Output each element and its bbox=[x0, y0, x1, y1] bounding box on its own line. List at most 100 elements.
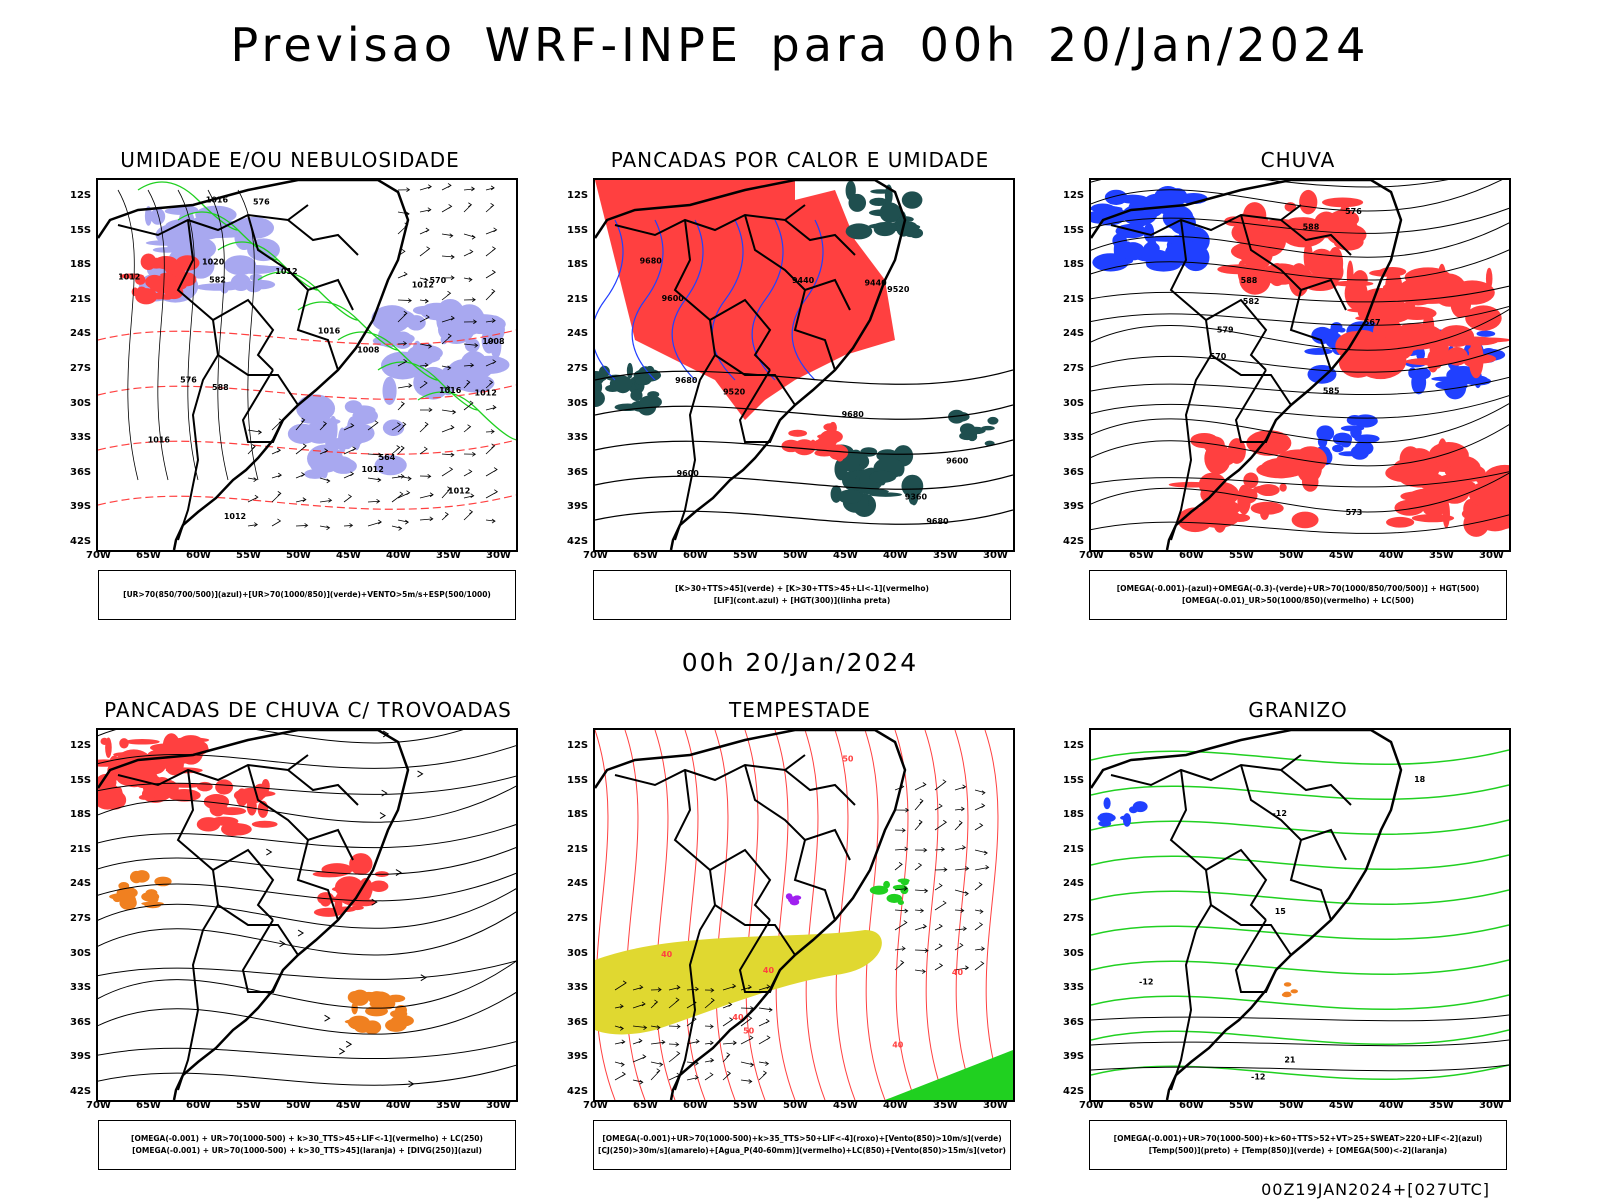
latitude-tick-label: 21S bbox=[70, 293, 92, 305]
contour-label: 9600 bbox=[946, 457, 969, 466]
panel-title-chuva: CHUVA bbox=[1260, 148, 1336, 172]
longitude-tick-label: 50W bbox=[783, 1100, 808, 1111]
contour-label: 1016 bbox=[206, 195, 229, 204]
wind-vector bbox=[463, 509, 474, 521]
rain-area bbox=[1369, 269, 1405, 277]
wind-vector bbox=[419, 421, 429, 433]
rain-area bbox=[1330, 215, 1359, 247]
legend-line: [OMEGA(-0.001)-(azul)+OMEGA(-0.3)-(verde… bbox=[1116, 584, 1480, 593]
omega-area bbox=[1283, 991, 1292, 996]
convective-area bbox=[873, 221, 898, 232]
wind-vector bbox=[441, 275, 455, 281]
map-pancadas-calor[interactable]: 9680 9680 9680 9680 9600 9600 9600 9520 9520 9440… bbox=[593, 178, 1015, 552]
country-border bbox=[1234, 919, 1277, 993]
map-umidade[interactable]: 1012 1012 1012 1012 1020 1012 1016 1012 1008 1008… bbox=[96, 178, 518, 552]
wind-vector bbox=[954, 908, 965, 913]
wind-vector bbox=[614, 1039, 626, 1045]
wind-vector bbox=[668, 1051, 681, 1063]
wind-vector bbox=[397, 383, 413, 389]
convective-area bbox=[635, 377, 647, 385]
wind-vector bbox=[247, 444, 256, 455]
thickness-contour bbox=[98, 384, 516, 400]
humidity-area bbox=[373, 305, 411, 334]
wind-vector bbox=[974, 922, 984, 931]
wind-vector bbox=[367, 452, 383, 458]
longitude-tick-label: 40W bbox=[883, 550, 908, 561]
omega-area bbox=[1304, 347, 1333, 355]
country-border bbox=[738, 369, 781, 443]
contour-label: 40 bbox=[952, 968, 964, 977]
map-trovoadas[interactable] bbox=[96, 728, 518, 1102]
pressure-contour bbox=[117, 189, 139, 481]
map-chuva[interactable]: 588 585 582 579 576 573 570 567 588 bbox=[1089, 178, 1511, 552]
temperature-850-contour bbox=[1091, 994, 1509, 1010]
orange-area bbox=[118, 882, 130, 890]
streamline bbox=[1091, 207, 1509, 234]
wind-vector bbox=[485, 185, 495, 191]
wind-vector bbox=[914, 782, 927, 791]
contour-label: 1016 bbox=[148, 435, 171, 444]
rain-area bbox=[1437, 263, 1447, 294]
longitude-tick-label: 60W bbox=[1179, 550, 1204, 561]
latitude-tick-label: 27S bbox=[1063, 913, 1085, 924]
streamline bbox=[98, 960, 516, 1009]
rain-area bbox=[1483, 464, 1509, 493]
humidity-contour bbox=[297, 301, 399, 351]
omega-area bbox=[1092, 253, 1129, 272]
run-info-footer: 00Z19JAN2024+[027UTC] bbox=[1261, 1180, 1490, 1199]
latitude-tick-label: 39S bbox=[567, 501, 589, 513]
legend-umidade: [UR>70(850/700/500)](azul)+[UR>70(1000/8… bbox=[98, 570, 516, 620]
precipitable-water-contour bbox=[774, 730, 796, 1100]
longitude-tick-label: 55W bbox=[733, 550, 758, 561]
map-tempestade[interactable]: 40 40 50 40 50 40 40 bbox=[593, 728, 1015, 1102]
longitude-tick-label: 40W bbox=[1379, 1100, 1404, 1111]
wind-vector bbox=[419, 207, 432, 213]
omega-area bbox=[1354, 434, 1380, 444]
wind-arrow bbox=[339, 1047, 346, 1055]
wind-vector bbox=[441, 385, 451, 390]
convective-area bbox=[869, 197, 889, 207]
main-title: Previsao WRF-INPE para 00h 20/Jan/2024 bbox=[230, 18, 1370, 72]
temperature-850-contour bbox=[1091, 959, 1509, 975]
contour-label: 40 bbox=[732, 1013, 744, 1022]
contour-label: 1016 bbox=[439, 386, 462, 395]
wind-vector bbox=[650, 999, 659, 1009]
omega-area bbox=[1332, 444, 1344, 453]
rain-area bbox=[1382, 283, 1397, 291]
wind-vector bbox=[419, 446, 428, 455]
longitude-tick-label: 70W bbox=[1079, 1100, 1104, 1111]
omega-area bbox=[1322, 332, 1342, 342]
wind-vector bbox=[463, 469, 473, 477]
temperature-850-contour bbox=[1091, 854, 1509, 870]
hail-area bbox=[1122, 813, 1132, 827]
convective-area bbox=[595, 389, 605, 408]
contour-label: 1020 bbox=[202, 257, 225, 266]
latitude-tick-label: 12S bbox=[1063, 740, 1085, 751]
latitude-tick-label: 33S bbox=[1063, 432, 1085, 444]
latitude-tick-label: 36S bbox=[567, 1016, 589, 1028]
latitude-tick-label: 18S bbox=[1063, 259, 1085, 271]
longitude-tick-label: 60W bbox=[683, 1100, 708, 1111]
country-border bbox=[709, 319, 796, 406]
longitude-tick-label: 55W bbox=[236, 550, 261, 561]
wind-vector bbox=[614, 980, 627, 991]
wind-vector bbox=[954, 806, 965, 812]
wind-vector bbox=[441, 486, 452, 499]
wind-vector bbox=[934, 943, 943, 951]
map-canvas: 588 585 582 579 576 573 570 567 588 bbox=[1091, 180, 1509, 550]
wind-vector bbox=[974, 946, 986, 952]
humidity-area bbox=[460, 314, 506, 335]
rain-area bbox=[1460, 337, 1509, 343]
wind-vector bbox=[740, 1015, 753, 1027]
wind-area bbox=[897, 899, 905, 905]
wind-vector bbox=[441, 183, 452, 191]
wind-vector bbox=[397, 519, 410, 525]
contour-label: 9440 bbox=[792, 276, 815, 285]
contour-label: 9680 bbox=[640, 256, 663, 265]
storm-area bbox=[334, 893, 343, 915]
country-border bbox=[176, 769, 275, 921]
map-granizo[interactable]: 21 15 -12 -12 -12 18 bbox=[1089, 728, 1511, 1102]
convective-area bbox=[856, 488, 889, 495]
storm-area bbox=[102, 790, 127, 810]
convective-area bbox=[966, 426, 986, 435]
